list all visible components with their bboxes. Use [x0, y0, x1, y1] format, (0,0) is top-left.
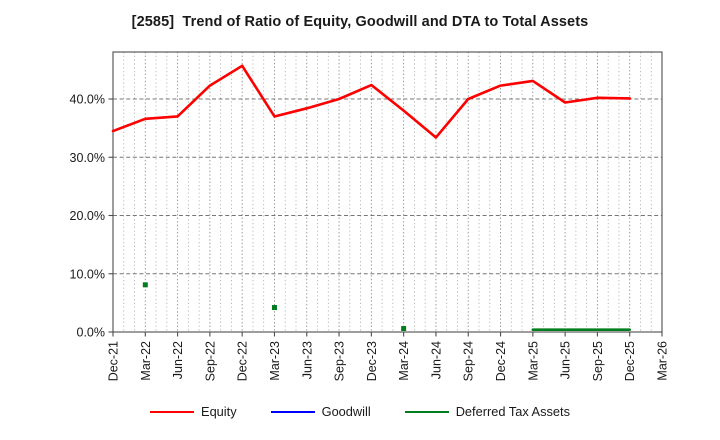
- svg-text:Sep-23: Sep-23: [333, 341, 347, 381]
- y-axis-ticks: [108, 98, 113, 333]
- svg-text:Jun-25: Jun-25: [559, 341, 573, 379]
- svg-text:Mar-25: Mar-25: [526, 341, 540, 381]
- legend-item-equity[interactable]: Equity: [150, 404, 237, 419]
- svg-text:Dec-24: Dec-24: [494, 341, 508, 381]
- svg-text:Jun-24: Jun-24: [429, 341, 443, 379]
- chart-title: [2585] Trend of Ratio of Equity, Goodwil…: [131, 14, 589, 30]
- legend-swatch-goodwill: [270, 410, 315, 413]
- legend-label-goodwill: Goodwill: [321, 404, 371, 419]
- svg-text:Mar-26: Mar-26: [656, 341, 670, 381]
- y-axis-tick-labels: 0.0% 10.0% 20.0% 30.0% 40.0%: [70, 93, 105, 340]
- svg-text:Mar-23: Mar-23: [268, 341, 282, 381]
- svg-text:Mar-22: Mar-22: [139, 341, 153, 381]
- svg-text:40.0%: 40.0%: [70, 93, 105, 107]
- x-axis-ticks: [112, 332, 663, 337]
- x-axis-tick-labels: Dec-21 Mar-22 Jun-22 Sep-22 Dec-22 Mar-23 Jun-…: [107, 341, 670, 381]
- svg-text:Dec-23: Dec-23: [365, 341, 379, 381]
- svg-text:Sep-25: Sep-25: [591, 341, 605, 381]
- legend-item-deferred-tax-assets[interactable]: Deferred Tax Assets: [404, 404, 570, 419]
- data-series-layer: [111, 64, 632, 332]
- svg-text:Mar-24: Mar-24: [397, 341, 411, 381]
- svg-text:Dec-22: Dec-22: [236, 341, 250, 381]
- svg-text:20.0%: 20.0%: [70, 209, 105, 223]
- svg-text:Sep-22: Sep-22: [203, 341, 217, 381]
- legend-label-equity: Equity: [201, 404, 237, 419]
- major-gridlines: [113, 98, 662, 275]
- svg-text:0.0%: 0.0%: [77, 326, 106, 340]
- legend-swatch-deferred-tax-assets: [404, 410, 449, 413]
- svg-text:Jun-23: Jun-23: [300, 341, 314, 379]
- svg-text:30.0%: 30.0%: [70, 151, 105, 165]
- svg-text:Dec-21: Dec-21: [107, 341, 121, 381]
- legend-swatch-equity: [150, 410, 195, 413]
- svg-text:Sep-24: Sep-24: [462, 341, 476, 381]
- svg-text:Dec-25: Dec-25: [623, 341, 637, 381]
- chart-legend: Equity Goodwill Deferred Tax Assets: [0, 404, 720, 419]
- plot-frame: [112, 51, 663, 333]
- svg-text:Jun-22: Jun-22: [171, 341, 185, 379]
- legend-item-goodwill[interactable]: Goodwill: [270, 404, 371, 419]
- svg-text:10.0%: 10.0%: [70, 267, 105, 281]
- legend-label-deferred-tax-assets: Deferred Tax Assets: [455, 404, 570, 419]
